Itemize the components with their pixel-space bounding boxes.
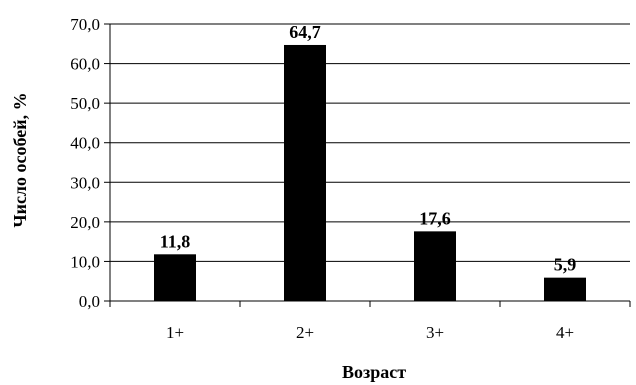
labels: 0,0 10,0 20,0 30,0 40,0 50,0 60,0 70,0 11,8 1+ 64,… <box>70 15 576 342</box>
bars <box>154 44 586 301</box>
x-axis-title: Возраст <box>342 362 406 382</box>
x-tick-label: 1+ <box>166 323 184 342</box>
y-tick-label: 70,0 <box>70 15 100 34</box>
y-tick-label: 50,0 <box>70 94 100 113</box>
data-label: 17,6 <box>419 208 451 228</box>
x-tick-label: 2+ <box>296 323 314 342</box>
gridlines <box>110 23 630 262</box>
y-tick-label: 20,0 <box>70 213 100 232</box>
y-tick-label: 10,0 <box>70 252 100 271</box>
y-tick-label: 0,0 <box>79 292 100 311</box>
x-tick-label: 3+ <box>426 323 444 342</box>
data-label: 11,8 <box>160 231 191 251</box>
bar-2plus <box>284 44 326 301</box>
axes <box>104 23 631 307</box>
y-axis-title: Число особей, % <box>10 92 30 227</box>
bar-4plus <box>544 277 586 301</box>
y-tick-label: 60,0 <box>70 55 100 74</box>
y-tick-label: 30,0 <box>70 173 100 192</box>
y-tick-label: 40,0 <box>70 134 100 153</box>
bar-1plus <box>154 254 196 301</box>
x-tick-label: 4+ <box>556 323 574 342</box>
data-label: 64,7 <box>289 22 321 42</box>
data-label: 5,9 <box>554 255 577 275</box>
bar-3plus <box>414 231 456 301</box>
